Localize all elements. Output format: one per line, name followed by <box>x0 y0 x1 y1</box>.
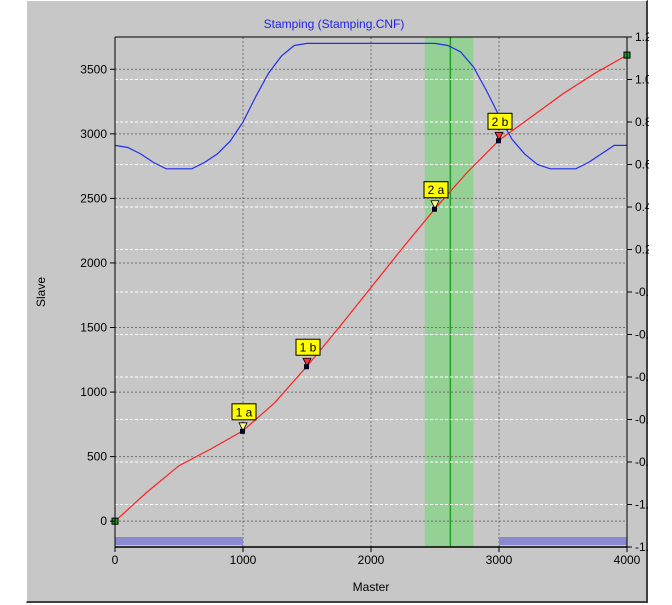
marker-label-box <box>423 181 449 199</box>
y2-tick-label: 1.2 <box>635 30 649 44</box>
marker-point <box>240 428 245 434</box>
blue-series-line <box>114 42 627 170</box>
y2-tick-label: 0.4 <box>635 200 649 214</box>
range-bar <box>115 537 243 545</box>
series-layer <box>114 42 628 522</box>
y-tick-label: 500 <box>87 450 107 464</box>
y-tick-label: 3500 <box>80 62 107 76</box>
marker-label: 2 a <box>428 183 445 197</box>
y-tick-label: 1000 <box>80 385 107 399</box>
x-tick-label: 4000 <box>614 553 641 567</box>
marker-pointer <box>494 131 504 142</box>
marker-point <box>496 138 501 144</box>
y2-tick-label: -0.6 <box>635 413 649 427</box>
y-tick-label: 1500 <box>80 321 107 335</box>
y2-tick-label: 0.2 <box>635 243 649 257</box>
y-tick-label: 0 <box>100 514 107 528</box>
y2-tick-label: 0.6 <box>635 158 649 172</box>
x-tick-label: 1000 <box>230 553 257 567</box>
y-axis-label: Slave <box>34 277 48 307</box>
x-axis-label: Master <box>353 580 390 594</box>
y2-tick-label: -0.8 <box>635 455 649 469</box>
axis-layer: 0 1000 2000 3000 4000 0 500 1000 1500 2000 2500 300… <box>80 30 649 567</box>
marker-label-box <box>231 403 257 421</box>
y2-tick-label: -0.0 <box>635 285 649 299</box>
chart-svg: Stamping (Stamping.CNF) 1 a 1 b 2 a 2 b 0 10… <box>34 17 649 594</box>
marker-pointer <box>238 422 248 432</box>
y-tick-label: 2000 <box>80 256 107 270</box>
marker-pointer <box>430 200 440 210</box>
bottom-bar-layer <box>115 537 627 545</box>
marker-label-box <box>295 338 321 356</box>
marker-point <box>432 206 437 212</box>
marker-label: 1 b <box>300 341 317 355</box>
range-bar <box>499 537 627 545</box>
marker-point <box>304 364 309 370</box>
y2-tick-label: -1.0 <box>635 498 649 512</box>
marker-label: 1 a <box>236 405 253 419</box>
x-tick-label: 0 <box>112 553 119 567</box>
red-series-line <box>114 54 628 522</box>
chart-title: Stamping (Stamping.CNF) <box>264 17 405 31</box>
marker-label: 2 b <box>492 115 509 129</box>
y2-tick-label: -0.2 <box>635 328 649 342</box>
y2-tick-label: 0.8 <box>635 115 649 129</box>
marker-pointer <box>302 357 312 368</box>
y-tick-label: 3000 <box>80 127 107 141</box>
y2-tick-label: -0.4 <box>635 370 649 384</box>
marker-label-box <box>487 112 513 130</box>
y2-tick-label: 1.0 <box>635 73 649 87</box>
y-tick-label: 2500 <box>80 191 107 205</box>
chart-panel: Stamping (Stamping.CNF) 1 a 1 b 2 a 2 b 0 10… <box>26 0 649 603</box>
x-tick-label: 3000 <box>486 553 513 567</box>
y2-tick-label: -1.2 <box>635 540 649 554</box>
x-tick-label: 2000 <box>358 553 385 567</box>
